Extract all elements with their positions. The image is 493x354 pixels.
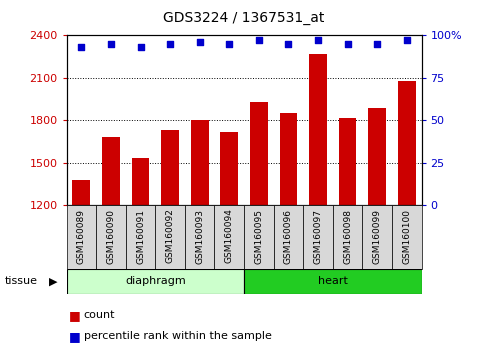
Bar [67,269,244,294]
Text: count: count [84,310,115,320]
Text: GSM160099: GSM160099 [373,209,382,263]
Point [137,45,144,50]
FancyBboxPatch shape [96,205,126,269]
Bar [250,102,268,205]
FancyBboxPatch shape [185,205,214,269]
Text: ■: ■ [69,330,81,343]
FancyBboxPatch shape [362,205,392,269]
Point [373,41,381,47]
Point [403,38,411,43]
Text: GSM160090: GSM160090 [106,209,115,263]
FancyBboxPatch shape [126,205,155,269]
Bar [339,118,356,205]
Text: diaphragm: diaphragm [125,276,186,286]
Bar [161,130,179,205]
Point [344,41,352,47]
Text: GSM160094: GSM160094 [225,209,234,263]
Bar [132,158,149,205]
FancyBboxPatch shape [274,205,303,269]
Bar [309,54,327,205]
Text: ■: ■ [69,309,81,321]
Text: GSM160098: GSM160098 [343,209,352,263]
Text: GSM160091: GSM160091 [136,209,145,263]
Bar [102,137,120,205]
FancyBboxPatch shape [214,205,244,269]
Bar [368,108,386,205]
Point [196,39,204,45]
Point [284,41,292,47]
Bar [280,113,297,205]
Bar [398,81,416,205]
Text: GSM160093: GSM160093 [195,209,204,263]
FancyBboxPatch shape [155,205,185,269]
Point [255,38,263,43]
Bar [191,120,209,205]
Text: heart: heart [318,276,348,286]
Text: ▶: ▶ [49,276,58,286]
Text: percentile rank within the sample: percentile rank within the sample [84,331,272,341]
Point [225,41,233,47]
Text: GSM160097: GSM160097 [314,209,322,263]
Text: GSM160095: GSM160095 [254,209,263,263]
Bar [72,180,90,205]
Text: GSM160092: GSM160092 [166,209,175,263]
Point [314,38,322,43]
Text: tissue: tissue [5,276,38,286]
Text: GDS3224 / 1367531_at: GDS3224 / 1367531_at [163,11,325,25]
Text: GSM160096: GSM160096 [284,209,293,263]
Point [77,45,85,50]
Text: GSM160089: GSM160089 [77,209,86,263]
FancyBboxPatch shape [244,205,274,269]
FancyBboxPatch shape [392,205,422,269]
Bar [244,269,422,294]
Text: GSM160100: GSM160100 [402,209,411,263]
FancyBboxPatch shape [67,205,96,269]
FancyBboxPatch shape [303,205,333,269]
FancyBboxPatch shape [333,205,362,269]
Point [107,41,115,47]
Bar [220,132,238,205]
Point [166,41,174,47]
